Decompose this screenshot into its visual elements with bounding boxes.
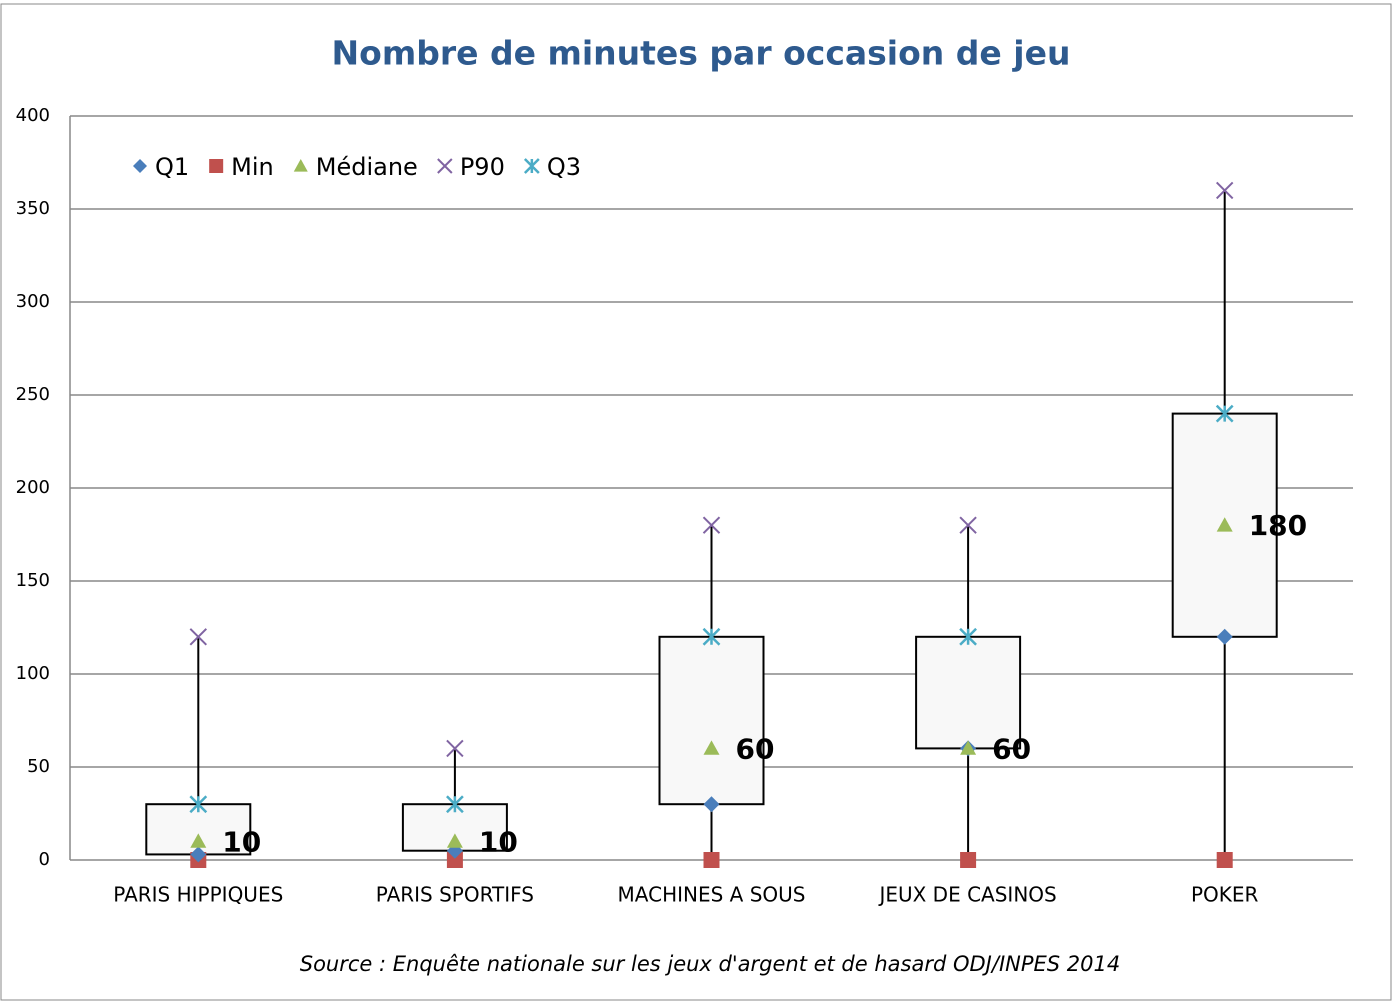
marker-x xyxy=(189,628,208,646)
legend-marker xyxy=(293,159,308,172)
chart-title: Nombre de minutes par occasion de jeu xyxy=(332,34,1071,73)
marker-star xyxy=(446,795,464,814)
marker-triangle xyxy=(703,740,720,755)
marker-square xyxy=(1216,852,1233,868)
marker-star xyxy=(702,627,721,646)
data-label: 60 xyxy=(736,732,775,765)
marker-x xyxy=(702,516,721,534)
data-label: 180 xyxy=(1249,509,1307,542)
y-tick-label: 150 xyxy=(16,570,50,591)
legend-label: Min xyxy=(231,153,274,181)
x-tick-label: POKER xyxy=(1191,883,1259,907)
x-tick-label: PARIS HIPPIQUES xyxy=(113,883,283,907)
y-tick-label: 400 xyxy=(16,105,50,126)
marker-x xyxy=(446,739,464,758)
marker-x xyxy=(959,516,977,534)
source-note: Source : Enquête nationale sur les jeux … xyxy=(300,952,1121,976)
marker-triangle xyxy=(1216,517,1233,532)
data-label: 10 xyxy=(479,825,518,858)
x-tick-label: MACHINES A SOUS xyxy=(618,883,806,907)
marker-triangle xyxy=(446,833,463,848)
legend-marker xyxy=(209,159,224,173)
marker-square xyxy=(703,852,720,868)
marker-diamond xyxy=(1216,628,1233,645)
x-tick-label: PARIS SPORTIFS xyxy=(376,883,534,907)
marker-star xyxy=(1215,404,1234,423)
marker-star xyxy=(189,795,208,814)
legend-label: P90 xyxy=(460,153,505,181)
y-tick-label: 350 xyxy=(16,198,50,219)
data-label: 60 xyxy=(992,732,1031,765)
x-tick-label: JEUX DE CASINOS xyxy=(877,883,1056,907)
data-label: 10 xyxy=(222,825,261,858)
marker-diamond xyxy=(703,796,720,813)
marker-square xyxy=(446,852,463,868)
legend-label: Q3 xyxy=(547,153,581,181)
y-tick-label: 50 xyxy=(27,756,50,777)
y-tick-label: 0 xyxy=(39,849,50,870)
y-tick-label: 250 xyxy=(16,384,50,405)
marker-x xyxy=(1215,181,1234,200)
legend-label: Médiane xyxy=(316,153,418,181)
marker-star xyxy=(959,627,977,646)
box xyxy=(658,635,765,806)
legend-label: Q1 xyxy=(155,153,189,181)
legend-marker xyxy=(133,159,147,173)
legend-marker xyxy=(523,158,540,174)
marker-square xyxy=(960,852,977,868)
marker-triangle xyxy=(190,833,207,848)
y-tick-label: 200 xyxy=(16,477,50,498)
marker-triangle xyxy=(960,740,977,755)
y-tick-label: 300 xyxy=(16,291,50,312)
marker-diamond xyxy=(190,846,207,863)
legend-marker xyxy=(437,158,453,174)
y-tick-label: 100 xyxy=(16,663,50,684)
